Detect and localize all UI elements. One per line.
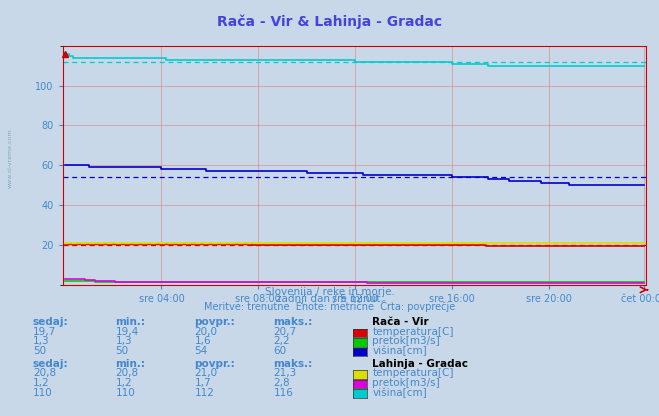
Text: 1,2: 1,2	[115, 378, 132, 388]
Text: 60: 60	[273, 346, 287, 356]
Text: Lahinja - Gradac: Lahinja - Gradac	[372, 359, 469, 369]
Text: pretok[m3/s]: pretok[m3/s]	[372, 337, 440, 347]
Text: 110: 110	[115, 388, 135, 398]
Text: 20,7: 20,7	[273, 327, 297, 337]
Text: 21,0: 21,0	[194, 369, 217, 379]
Text: 2,8: 2,8	[273, 378, 290, 388]
Text: 1,7: 1,7	[194, 378, 211, 388]
Text: 110: 110	[33, 388, 53, 398]
Text: 21,3: 21,3	[273, 369, 297, 379]
Text: temperatura[C]: temperatura[C]	[372, 369, 454, 379]
Text: Meritve: trenutne  Enote: metrične  Črta: povprečje: Meritve: trenutne Enote: metrične Črta: …	[204, 300, 455, 312]
Text: sedaj:: sedaj:	[33, 359, 69, 369]
Text: 112: 112	[194, 388, 214, 398]
Text: 1,6: 1,6	[194, 337, 211, 347]
Text: 2,2: 2,2	[273, 337, 290, 347]
Text: min.:: min.:	[115, 317, 146, 327]
Text: Slovenija / reke in morje.: Slovenija / reke in morje.	[264, 287, 395, 297]
Text: Rača - Vir: Rača - Vir	[372, 317, 429, 327]
Text: pretok[m3/s]: pretok[m3/s]	[372, 378, 440, 388]
Text: 116: 116	[273, 388, 293, 398]
Text: 50: 50	[115, 346, 129, 356]
Text: povpr.:: povpr.:	[194, 317, 235, 327]
Text: temperatura[C]: temperatura[C]	[372, 327, 454, 337]
Text: sedaj:: sedaj:	[33, 317, 69, 327]
Text: višina[cm]: višina[cm]	[372, 387, 427, 398]
Text: maks.:: maks.:	[273, 317, 313, 327]
Text: min.:: min.:	[115, 359, 146, 369]
Text: 19,4: 19,4	[115, 327, 138, 337]
Text: 1,3: 1,3	[33, 337, 49, 347]
Text: povpr.:: povpr.:	[194, 359, 235, 369]
Text: 1,2: 1,2	[33, 378, 49, 388]
Text: višina[cm]: višina[cm]	[372, 346, 427, 356]
Text: Rača - Vir & Lahinja - Gradac: Rača - Vir & Lahinja - Gradac	[217, 15, 442, 29]
Text: 20,8: 20,8	[33, 369, 56, 379]
Text: 19,7: 19,7	[33, 327, 56, 337]
Text: 50: 50	[33, 346, 46, 356]
Text: 20,0: 20,0	[194, 327, 217, 337]
Text: 20,8: 20,8	[115, 369, 138, 379]
Text: www.si-vreme.com: www.si-vreme.com	[8, 128, 13, 188]
Text: maks.:: maks.:	[273, 359, 313, 369]
Text: zadnji dan / 5 minut.: zadnji dan / 5 minut.	[275, 294, 384, 304]
Text: 1,3: 1,3	[115, 337, 132, 347]
Text: 54: 54	[194, 346, 208, 356]
